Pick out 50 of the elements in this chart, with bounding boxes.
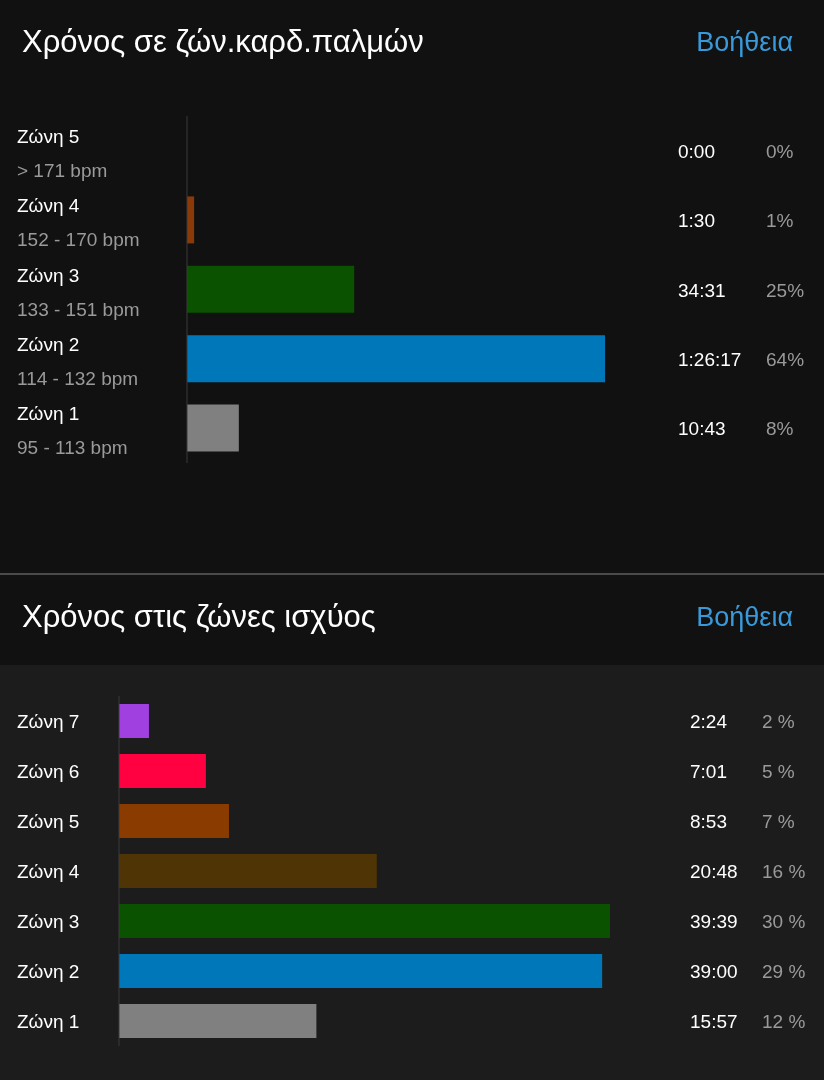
text: 12 % — [762, 1011, 806, 1032]
text: Βοήθεια — [696, 27, 793, 58]
text: 15:57 — [690, 1011, 738, 1032]
text: 29 % — [762, 961, 806, 982]
text: 30 % — [762, 911, 806, 932]
bar — [119, 1004, 317, 1038]
bar — [119, 754, 206, 788]
chart-title: Χρόνος στις ζώνες ισχύος — [22, 599, 376, 635]
y-tick-label: Ζώνη 5 — [17, 811, 80, 832]
text: 16 % — [762, 861, 806, 882]
y-tick-label: Ζώνη 4 — [17, 861, 80, 882]
bar — [187, 265, 355, 313]
y-tick-label: Ζώνη 3 133 - 151 bpm — [17, 264, 140, 320]
y-tick-label: Ζώνη 5 > 171 bpm — [17, 125, 108, 181]
text: 0:00 — [678, 140, 715, 162]
chart-title: Χρόνος σε ζών.καρδ.παλμών — [22, 24, 424, 60]
text: 39:39 — [690, 911, 738, 932]
bar — [119, 904, 610, 938]
text: 1% — [766, 210, 794, 232]
text: 20:48 — [690, 861, 738, 882]
y-tick-label: Ζώνη 4 152 - 170 bpm — [17, 195, 140, 251]
text: 7:01 — [690, 761, 727, 782]
text: 1:26:17 — [678, 348, 742, 370]
text: 10:43 — [678, 418, 726, 440]
text: 1:30 — [678, 210, 715, 232]
y-tick-label: Ζώνη 2 114 - 132 bpm — [17, 333, 139, 389]
text: 0% — [766, 140, 794, 162]
y-tick-label: Ζώνη 1 95 - 113 bpm — [17, 403, 128, 459]
bar — [187, 335, 605, 383]
text: 5 % — [762, 761, 795, 782]
text: 2 % — [762, 711, 795, 732]
text: Βοήθεια — [696, 602, 793, 633]
text: 7 % — [762, 811, 795, 832]
text: 34:31 — [678, 279, 726, 301]
bar — [119, 704, 149, 738]
bar — [119, 954, 603, 988]
text: 64% — [766, 348, 805, 370]
y-tick-label: Ζώνη 7 — [17, 711, 80, 732]
y-tick-label: Ζώνη 2 — [17, 961, 80, 982]
text: 2:24 — [690, 711, 728, 732]
text: 25% — [766, 279, 805, 301]
bar — [187, 404, 239, 452]
text: 8% — [766, 418, 794, 440]
text: 8:53 — [690, 811, 727, 832]
bar — [119, 854, 377, 888]
y-tick-label: Ζώνη 1 — [17, 1011, 80, 1032]
y-tick-label: Ζώνη 6 — [17, 761, 80, 782]
bar — [119, 804, 229, 838]
y-tick-label: Ζώνη 3 — [17, 911, 80, 932]
text: 39:00 — [690, 961, 738, 982]
